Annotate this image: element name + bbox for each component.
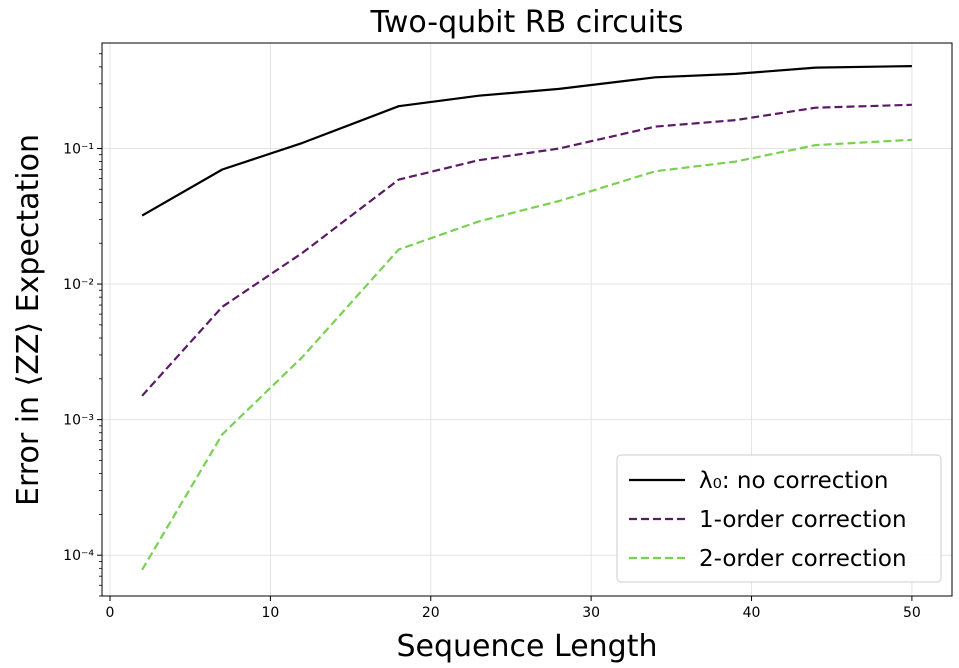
y-tick-label: 10⁻¹	[63, 141, 94, 157]
x-tick-label: 20	[422, 605, 440, 621]
legend-label: λ₀: no correction	[699, 468, 888, 494]
grid-lines	[102, 43, 952, 596]
plot-frame	[101, 42, 953, 597]
legend-box	[616, 454, 942, 583]
x-tick-label: 40	[743, 605, 761, 621]
x-tick-label: 10	[261, 605, 279, 621]
y-tick-label: 10⁻²	[63, 277, 94, 293]
x-axis-label: Sequence Length	[397, 629, 658, 664]
y-tick-label: 10⁻³	[63, 413, 94, 429]
chart-title: Two-qubit RB circuits	[369, 5, 683, 40]
x-tick-label: 0	[106, 605, 115, 621]
legend: λ₀: no correction 1-order correction 2-ord…	[616, 454, 942, 583]
series-line-1	[141, 103, 912, 397]
x-tick-label: 30	[582, 605, 600, 621]
y-axis-ticks: 10⁻⁴ 10⁻³ 10⁻² 10⁻¹	[63, 53, 102, 597]
legend-label: 2-order correction	[699, 546, 907, 572]
y-tick-label: 10⁻⁴	[63, 548, 94, 564]
series-lines	[141, 65, 912, 571]
legend-label: 1-order correction	[699, 507, 907, 533]
x-axis-ticks: 0 10 20 30 40 50	[106, 596, 921, 621]
y-axis-label: Error in ⟨ZZ⟩ Expectation	[11, 134, 46, 506]
x-tick-label: 50	[903, 605, 921, 621]
series-line-0	[141, 65, 912, 217]
